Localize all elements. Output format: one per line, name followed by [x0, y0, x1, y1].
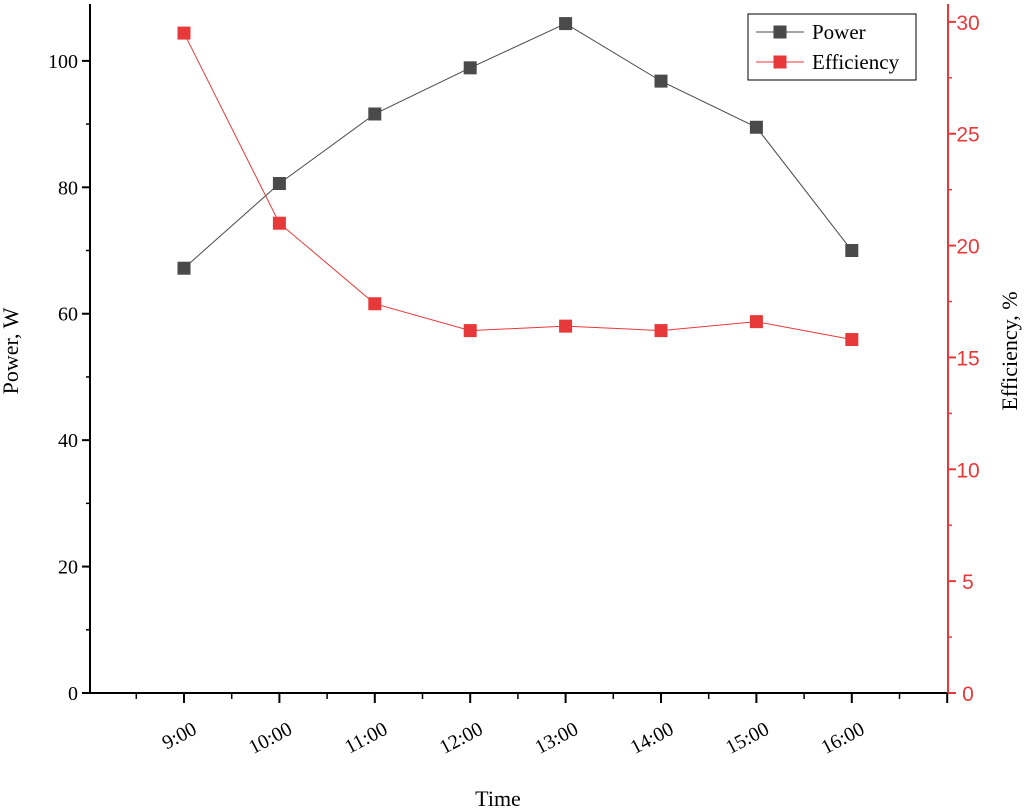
right-y-tick-label: 0: [962, 683, 974, 706]
data-point: [749, 120, 763, 134]
series-layer: [177, 17, 859, 347]
x-tick-label: 16:00: [818, 718, 869, 759]
legend-label: Efficiency: [812, 50, 900, 74]
right-y-tick-label: 30: [956, 12, 979, 35]
data-point: [463, 61, 477, 75]
x-tick-label: 15:00: [722, 718, 773, 759]
left-y-tick-label: 40: [58, 430, 78, 452]
right-y-axis-label: Efficiency, %: [997, 291, 1022, 410]
data-point: [845, 244, 859, 258]
legend-entry: Efficiency: [756, 50, 900, 74]
data-point: [272, 177, 286, 191]
series-efficiency: [177, 26, 859, 347]
x-tick-label: 9:00: [159, 718, 201, 754]
left-y-tick-label: 80: [58, 177, 78, 199]
data-point: [654, 74, 668, 88]
series-line: [183, 32, 852, 341]
right-y-tick-label: 10: [956, 459, 979, 482]
x-tick-label: 11:00: [341, 718, 391, 758]
left-y-axis-label: Power, W: [0, 307, 23, 394]
legend-entry: Power: [756, 20, 866, 44]
right-y-tick-label: 25: [956, 124, 979, 147]
series-line: [183, 23, 853, 269]
legend-box: [747, 13, 917, 81]
legend: Power Efficiency: [747, 13, 917, 81]
data-point: [463, 324, 477, 338]
legend-marker: [773, 55, 787, 69]
left-y-tick-label: 0: [68, 683, 78, 705]
legend-marker: [773, 25, 787, 39]
data-point: [177, 26, 191, 40]
x-tick-label: 12:00: [436, 718, 487, 759]
left-y-tick-label: 60: [58, 304, 78, 326]
series-power: [177, 17, 859, 275]
right-y-tick-label: 5: [962, 571, 974, 594]
legend-label: Power: [812, 20, 866, 44]
x-tick-label: 13:00: [531, 718, 582, 759]
right-y-tick-label: 20: [956, 236, 979, 259]
data-point: [559, 17, 573, 31]
data-point: [654, 324, 668, 338]
x-tick-label: 10:00: [245, 718, 296, 759]
left-y-tick-label: 20: [58, 557, 78, 579]
x-tick-label: 14:00: [627, 718, 678, 759]
right-y-tick-label: 15: [956, 347, 979, 370]
left-y-tick-label: 100: [48, 51, 78, 73]
axes: 0 20 40 60 80 100 0 5 10 15 20 25 30 9:00 10:00 11:00 12…: [48, 4, 980, 759]
data-point: [177, 261, 191, 275]
data-point: [368, 297, 382, 311]
data-point: [845, 333, 859, 347]
data-point: [272, 216, 286, 230]
x-axis-label: Time: [475, 786, 521, 809]
data-point: [749, 315, 763, 329]
data-point: [368, 107, 382, 121]
data-point: [559, 319, 573, 333]
